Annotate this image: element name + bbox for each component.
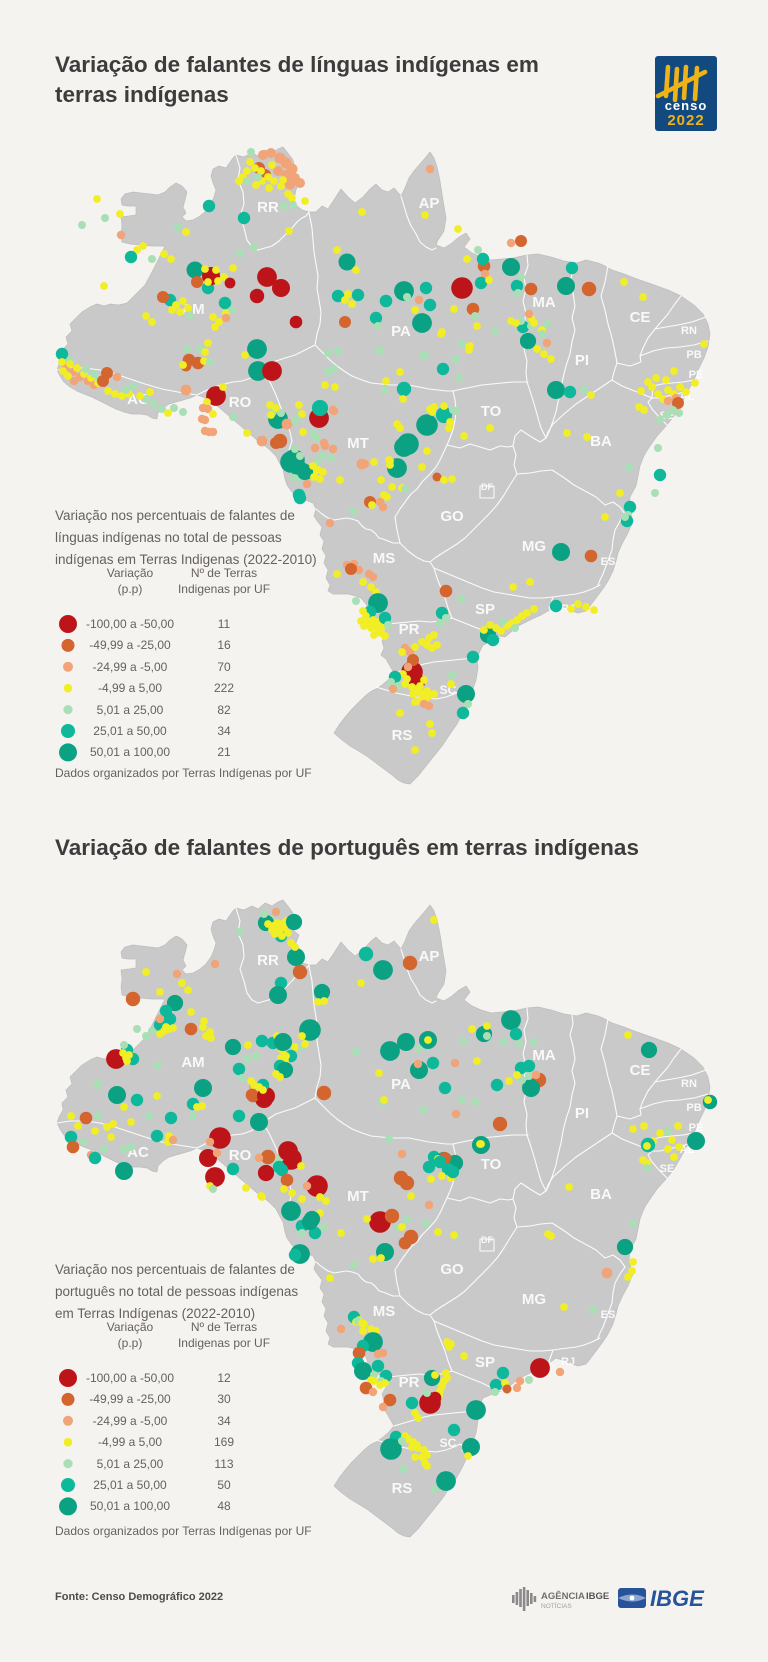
svg-text:MG: MG bbox=[522, 538, 546, 555]
svg-text:RR: RR bbox=[257, 199, 279, 216]
svg-text:IBGE: IBGE bbox=[586, 1591, 609, 1602]
svg-text:SP: SP bbox=[475, 601, 495, 618]
svg-text:MA: MA bbox=[532, 294, 555, 311]
svg-text:PR: PR bbox=[399, 621, 420, 638]
svg-text:AP: AP bbox=[419, 195, 440, 212]
svg-text:NOTÍCIAS: NOTÍCIAS bbox=[541, 1601, 572, 1610]
svg-text:GO: GO bbox=[440, 508, 464, 525]
svg-text:ES: ES bbox=[601, 556, 616, 568]
svg-text:DF: DF bbox=[481, 482, 493, 492]
svg-text:RS: RS bbox=[392, 727, 413, 744]
svg-text:PE: PE bbox=[689, 369, 704, 381]
svg-text:MT: MT bbox=[347, 435, 369, 452]
svg-text:PA: PA bbox=[391, 323, 411, 340]
svg-text:AGÊNCIA: AGÊNCIA bbox=[541, 1590, 585, 1602]
svg-text:censo: censo bbox=[665, 98, 708, 113]
svg-text:PB: PB bbox=[686, 349, 701, 361]
svg-text:RO: RO bbox=[229, 394, 252, 411]
svg-text:2022: 2022 bbox=[667, 112, 704, 129]
svg-text:IBGE: IBGE bbox=[650, 1586, 705, 1611]
svg-text:BA: BA bbox=[590, 433, 612, 450]
svg-text:TO: TO bbox=[481, 403, 502, 420]
svg-text:RN: RN bbox=[681, 325, 697, 337]
svg-text:MS: MS bbox=[373, 550, 396, 567]
svg-text:CE: CE bbox=[630, 309, 651, 326]
svg-text:PI: PI bbox=[575, 352, 589, 369]
